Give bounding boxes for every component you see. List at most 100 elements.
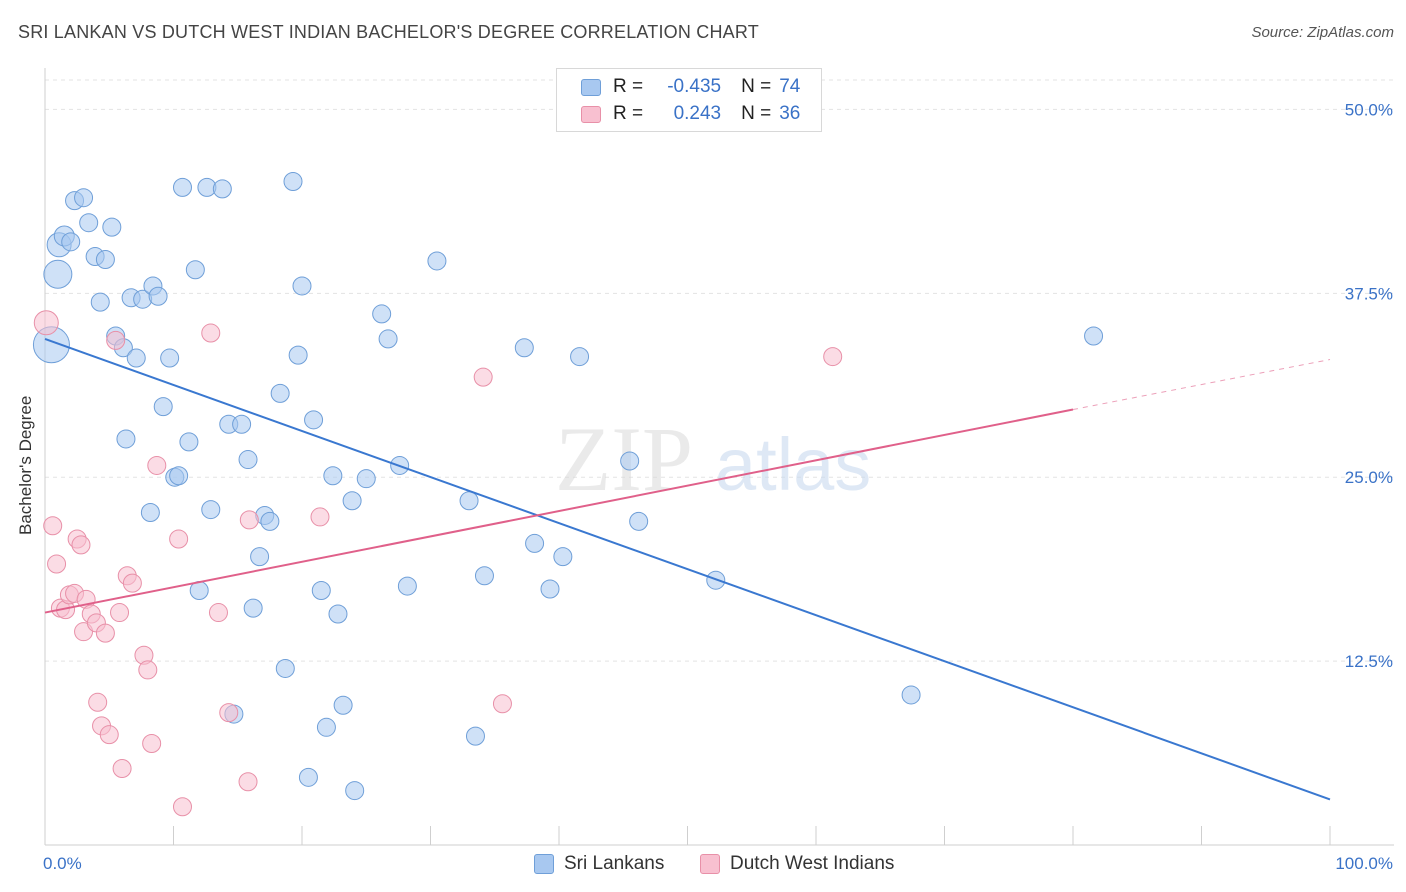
dutch-west-indian-point bbox=[122, 573, 142, 593]
data-points bbox=[32, 172, 1104, 817]
dutch-west-indian-point bbox=[208, 603, 228, 623]
sri-lankan-point bbox=[459, 491, 479, 511]
bottom-legend-label-dutch-west-indians: Dutch West Indians bbox=[730, 853, 895, 874]
dutch-west-indian-point bbox=[473, 367, 493, 387]
y-tick-label: 25.0% bbox=[1345, 468, 1393, 487]
dutch-west-indian-point bbox=[310, 507, 330, 527]
sri-lankan-point bbox=[250, 547, 270, 567]
sri-lankan-point bbox=[465, 726, 485, 746]
stats-legend: R = -0.435 N = 74 R = 0.243 N = 36 bbox=[556, 68, 822, 132]
sri-lankan-point bbox=[126, 348, 146, 368]
sri-lankan-point bbox=[74, 188, 94, 208]
dutch-west-indian-point bbox=[169, 529, 189, 549]
legend-swatch-dutch-west-indians bbox=[581, 105, 601, 123]
sri-lankan-trend-line bbox=[44, 337, 1331, 801]
sri-lankan-point bbox=[553, 547, 573, 567]
sri-lankan-point bbox=[304, 410, 324, 430]
sri-lankan-point bbox=[61, 232, 81, 252]
dutch-west-indian-trend-line-extension bbox=[1072, 359, 1331, 411]
sri-lankan-point bbox=[172, 177, 192, 197]
dutch-west-indian-point bbox=[492, 694, 512, 714]
sri-lankan-point bbox=[232, 414, 252, 434]
y-tick-label: 50.0% bbox=[1345, 100, 1393, 119]
legend-row-dutch-west-indians: R = 0.243 N = 36 bbox=[581, 101, 800, 127]
sri-lankan-point bbox=[292, 276, 312, 296]
sri-lankan-point bbox=[323, 466, 343, 486]
sri-lankan-point bbox=[514, 338, 534, 358]
dutch-west-indian-point bbox=[823, 347, 843, 367]
sri-lankan-point bbox=[333, 695, 353, 715]
sri-lankan-point bbox=[372, 304, 392, 324]
sri-lankan-point bbox=[283, 172, 303, 192]
sri-lankan-point bbox=[275, 658, 295, 678]
bottom-legend-sri-lankans: Sri Lankans bbox=[534, 852, 664, 876]
dutch-west-indian-point bbox=[142, 733, 162, 753]
legend-n-value: 74 bbox=[779, 76, 801, 97]
sri-lankan-point bbox=[570, 347, 590, 367]
sri-lankan-point bbox=[212, 179, 232, 199]
sri-lankan-point bbox=[43, 259, 73, 289]
legend-row-sri-lankans: R = -0.435 N = 74 bbox=[581, 74, 800, 100]
sri-lankan-point bbox=[427, 251, 447, 271]
sri-lankan-point bbox=[356, 469, 376, 489]
source-label: Source: ZipAtlas.com bbox=[1251, 24, 1394, 41]
dutch-west-indian-point bbox=[110, 603, 130, 623]
bottom-legend-swatch-sri-lankans bbox=[534, 854, 554, 874]
legend-n-label: N = bbox=[741, 76, 772, 97]
x-tick-label: 0.0% bbox=[43, 854, 82, 873]
trend-lines bbox=[44, 337, 1331, 801]
sri-lankan-point bbox=[179, 432, 199, 452]
dutch-west-indian-point bbox=[43, 516, 63, 536]
legend-r-label: R = bbox=[613, 103, 644, 124]
dutch-west-indian-point bbox=[147, 455, 167, 475]
sri-lankan-point bbox=[298, 767, 318, 787]
dutch-west-indian-point bbox=[106, 330, 126, 350]
sri-lankan-point bbox=[901, 685, 921, 705]
dutch-west-indian-point bbox=[112, 759, 132, 778]
dutch-west-indian-point bbox=[239, 510, 259, 530]
legend-r-value: -0.435 bbox=[667, 76, 722, 97]
sri-lankan-point bbox=[260, 511, 280, 531]
y-tick-label: 37.5% bbox=[1345, 284, 1393, 303]
y-axis-label: Bachelor's Degree bbox=[16, 395, 35, 535]
dutch-west-indian-point bbox=[88, 692, 108, 712]
sri-lankan-point bbox=[238, 450, 258, 470]
sri-lankan-point bbox=[345, 781, 365, 801]
chart-title: SRI LANKAN VS DUTCH WEST INDIAN BACHELOR… bbox=[18, 22, 759, 42]
dutch-west-indian-point bbox=[95, 623, 115, 643]
sri-lankan-point bbox=[148, 286, 168, 306]
sri-lankan-point bbox=[90, 292, 110, 312]
sri-lankan-point bbox=[540, 579, 560, 599]
sri-lankan-point bbox=[102, 217, 122, 237]
sri-lankan-point bbox=[270, 383, 290, 403]
sri-lankan-point bbox=[629, 511, 649, 531]
sri-lankan-point bbox=[1084, 326, 1104, 346]
dutch-west-indian-point bbox=[33, 310, 59, 336]
sri-lankan-point bbox=[201, 500, 221, 520]
sri-lankan-point bbox=[342, 491, 362, 511]
dutch-west-indian-point bbox=[47, 554, 67, 574]
bottom-legend-swatch-dutch-west-indians bbox=[700, 854, 720, 874]
dutch-west-indian-trend-line bbox=[44, 408, 1074, 614]
legend-n-value: 36 bbox=[779, 103, 801, 124]
sri-lankan-point bbox=[116, 429, 136, 449]
sri-lankan-point bbox=[620, 451, 640, 471]
dutch-west-indian-point bbox=[99, 725, 119, 745]
bottom-legend-label-sri-lankans: Sri Lankans bbox=[564, 853, 665, 874]
axes bbox=[44, 68, 1394, 846]
y-tick-label: 12.5% bbox=[1345, 652, 1393, 671]
dutch-west-indian-point bbox=[138, 660, 158, 680]
dutch-west-indian-point bbox=[172, 797, 192, 817]
sri-lankan-point bbox=[378, 329, 398, 349]
dutch-west-indian-point bbox=[201, 323, 221, 343]
sri-lankan-point bbox=[153, 397, 173, 417]
sri-lankan-point bbox=[288, 345, 308, 365]
sri-lankan-point bbox=[243, 598, 263, 618]
sri-lankan-point bbox=[169, 466, 189, 486]
sri-lankan-point bbox=[328, 604, 348, 624]
dutch-west-indian-point bbox=[219, 703, 239, 723]
dutch-west-indian-point bbox=[71, 535, 91, 555]
legend-n-label: N = bbox=[741, 103, 772, 124]
tick-labels: 12.5% 25.0% 37.5% 50.0% 0.0% 100.0% bbox=[43, 100, 1393, 873]
